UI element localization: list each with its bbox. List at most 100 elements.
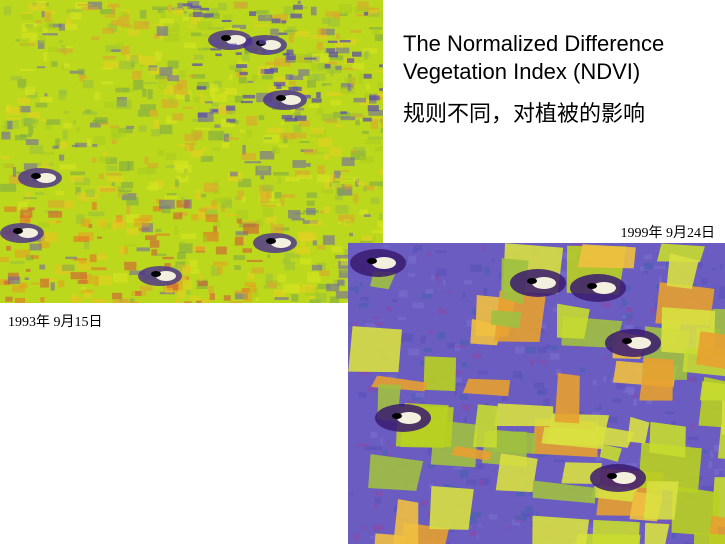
purple-streak: [282, 52, 290, 56]
texture: [356, 181, 366, 185]
texture: [214, 124, 221, 128]
texture: [491, 259, 495, 263]
texture: [178, 144, 187, 147]
texture: [226, 214, 238, 217]
field: [393, 499, 419, 544]
texture: [88, 224, 93, 229]
field: [490, 310, 522, 329]
field: [644, 522, 670, 544]
texture: [401, 333, 414, 342]
purple-streak: [196, 86, 207, 90]
texture: [653, 266, 666, 269]
texture: [137, 109, 150, 117]
purple-streak: [215, 53, 222, 57]
texture: [69, 70, 84, 74]
texture: [194, 194, 202, 200]
texture: [229, 64, 243, 70]
texture: [420, 401, 426, 404]
texture: [537, 454, 548, 457]
texture: [151, 249, 158, 256]
texture: [198, 280, 208, 287]
texture: [123, 246, 128, 255]
texture: [106, 172, 122, 176]
bright-spot: [271, 238, 291, 248]
texture: [201, 155, 214, 162]
texture: [177, 252, 186, 260]
texture: [370, 197, 380, 205]
texture: [27, 26, 44, 32]
texture: [408, 348, 420, 356]
texture: [130, 54, 139, 64]
texture: [360, 282, 363, 288]
texture: [204, 101, 213, 104]
texture: [342, 67, 358, 71]
texture: [166, 193, 177, 196]
texture: [550, 345, 558, 351]
texture: [167, 75, 179, 82]
texture: [621, 298, 627, 306]
texture: [270, 224, 284, 234]
texture: [58, 280, 65, 288]
texture: [91, 267, 107, 271]
texture: [40, 232, 58, 242]
texture: [338, 214, 355, 223]
texture: [66, 8, 83, 14]
texture: [112, 272, 128, 283]
texture: [358, 391, 367, 398]
texture: [14, 249, 30, 258]
purple-streak: [273, 81, 286, 87]
field: [649, 421, 686, 458]
texture: [374, 491, 384, 497]
texture: [360, 240, 373, 244]
texture: [508, 525, 512, 530]
texture: [99, 252, 105, 257]
texture: [438, 309, 447, 315]
texture: [708, 460, 713, 469]
texture: [362, 186, 367, 192]
texture: [166, 116, 171, 122]
texture: [45, 220, 60, 224]
texture: [103, 61, 119, 69]
purple-streak: [327, 40, 338, 43]
texture: [377, 81, 383, 88]
texture: [292, 160, 306, 168]
texture: [632, 393, 638, 399]
texture: [179, 243, 193, 254]
texture: [164, 85, 175, 95]
texture: [349, 232, 354, 237]
texture: [238, 77, 247, 84]
texture: [413, 245, 423, 251]
texture: [100, 9, 116, 15]
texture: [50, 282, 55, 291]
texture: [258, 14, 273, 22]
texture: [291, 294, 299, 302]
texture: [6, 246, 11, 251]
texture: [359, 209, 368, 216]
field: [495, 453, 538, 493]
texture: [44, 122, 52, 130]
texture: [339, 177, 353, 181]
texture: [459, 469, 469, 478]
texture: [354, 533, 360, 541]
texture: [330, 100, 342, 106]
texture: [188, 74, 196, 78]
texture: [17, 98, 31, 105]
texture: [349, 287, 356, 291]
texture: [102, 55, 116, 60]
purple-streak: [190, 5, 202, 9]
texture: [182, 279, 193, 289]
texture: [330, 147, 342, 157]
texture: [98, 122, 110, 125]
texture: [304, 149, 318, 155]
texture: [311, 264, 323, 271]
texture: [335, 291, 351, 299]
purple-streak: [278, 32, 288, 35]
texture: [58, 40, 63, 43]
texture: [59, 89, 68, 96]
texture: [111, 49, 121, 52]
field: [451, 445, 493, 461]
texture: [340, 82, 354, 89]
texture: [293, 124, 302, 133]
texture: [212, 147, 220, 152]
texture: [198, 209, 206, 220]
